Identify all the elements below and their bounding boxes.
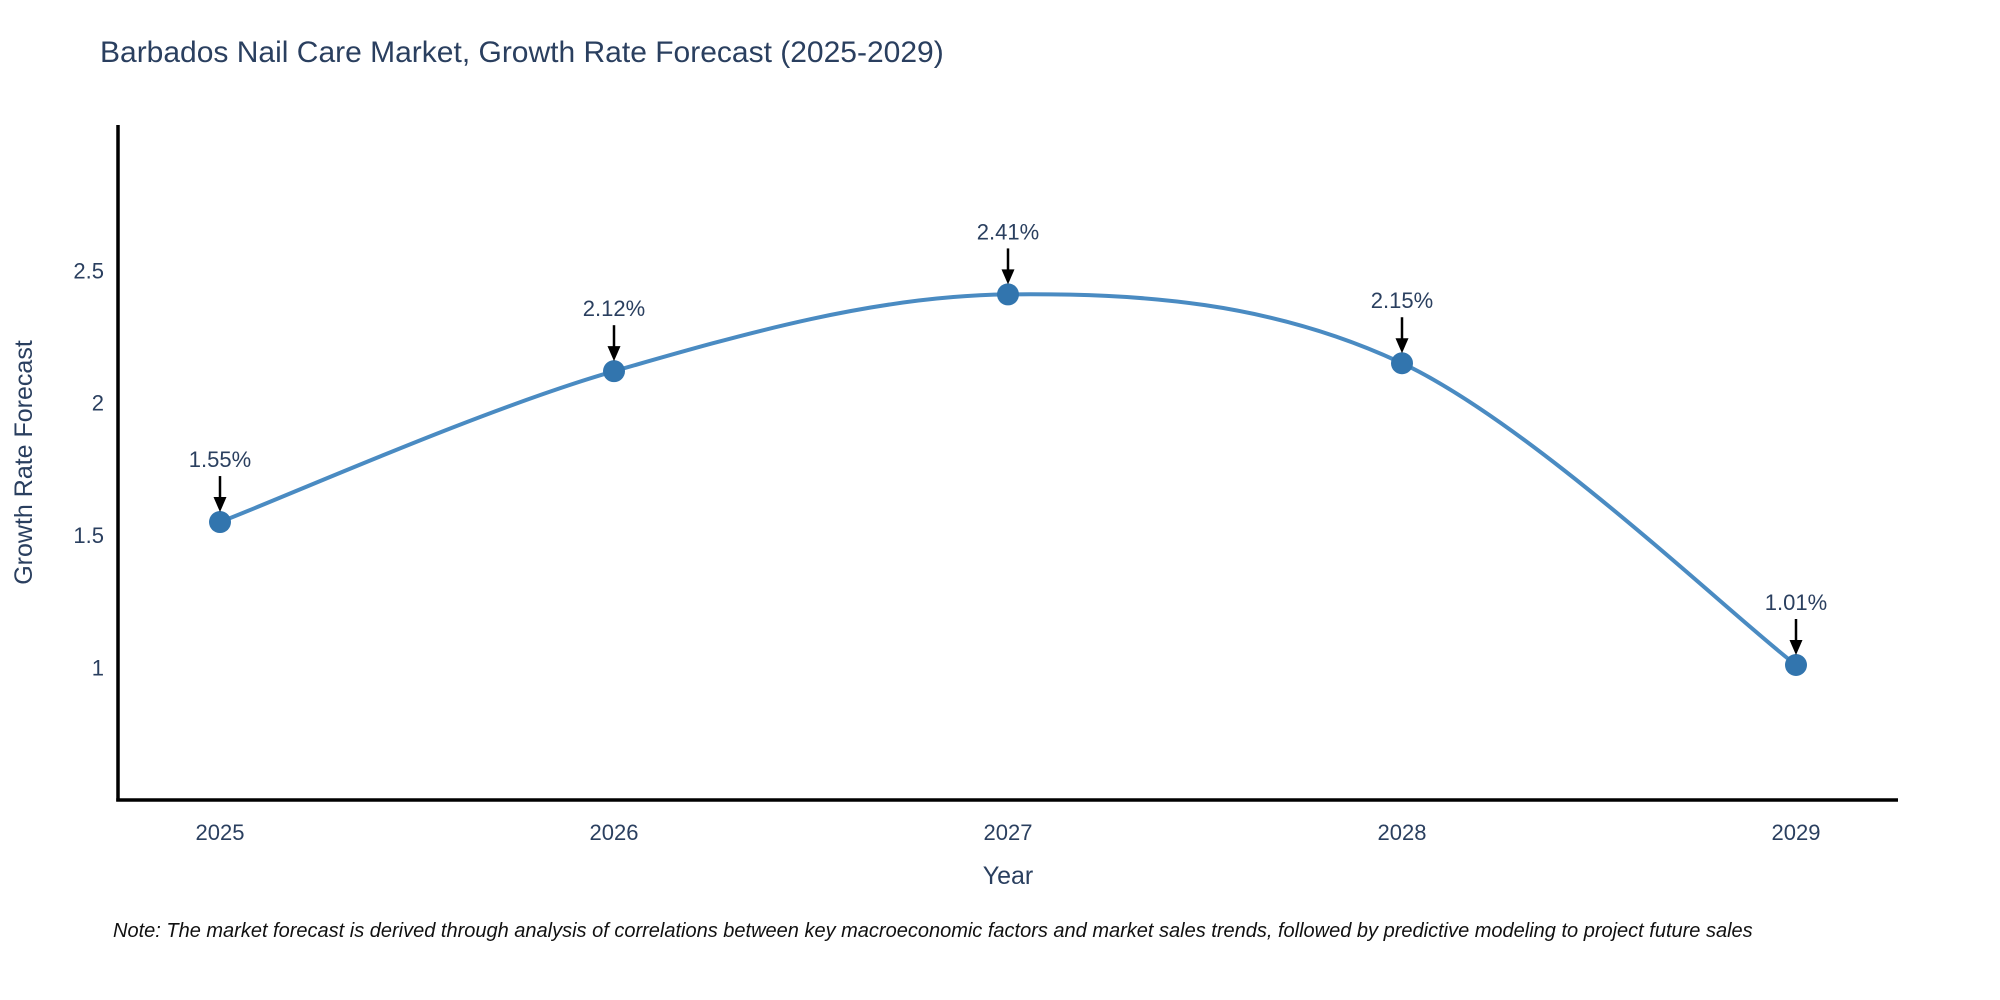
point-annotation-2028: 2.15% (1371, 288, 1433, 313)
x-tick-label-2026: 2026 (590, 820, 639, 845)
y-tick-label-2: 2 (92, 391, 104, 416)
annotation-arrow-head-2028 (1395, 338, 1409, 354)
x-tick-label-2025: 2025 (196, 820, 245, 845)
annotation-arrow-head-2027 (1001, 269, 1015, 285)
x-tick-label-2028: 2028 (1378, 820, 1427, 845)
data-point-marker-2029 (1785, 654, 1807, 676)
data-point-marker-2027 (997, 283, 1019, 306)
chart-title: Barbados Nail Care Market, Growth Rate F… (100, 36, 944, 69)
data-point-marker-2028 (1391, 352, 1413, 375)
annotation-arrow-head-2026 (607, 346, 621, 362)
footnote: Note: The market forecast is derived thr… (113, 920, 1753, 942)
x-tick-label-2027: 2027 (984, 820, 1033, 845)
y-tick-label-1: 1 (92, 655, 104, 680)
y-tick-label-2.5: 2.5 (73, 258, 104, 283)
data-point-marker-2026 (603, 360, 625, 383)
data-point-marker-2025 (209, 511, 231, 534)
y-tick-label-1.5: 1.5 (73, 523, 104, 548)
trend-line (219, 292, 1798, 667)
point-annotation-2027: 2.41% (977, 219, 1039, 244)
annotation-arrow-head-2025 (213, 497, 227, 513)
x-axis-title: Year (983, 862, 1034, 890)
point-annotation-2029: 1.01% (1765, 590, 1827, 615)
x-tick-label-2029: 2029 (1772, 820, 1821, 845)
annotation-arrow-head-2029 (1789, 640, 1803, 655)
point-annotation-2026: 2.12% (583, 296, 645, 321)
point-annotation-2025: 1.55% (189, 447, 251, 472)
y-axis-title: Growth Rate Forecast (10, 340, 38, 585)
